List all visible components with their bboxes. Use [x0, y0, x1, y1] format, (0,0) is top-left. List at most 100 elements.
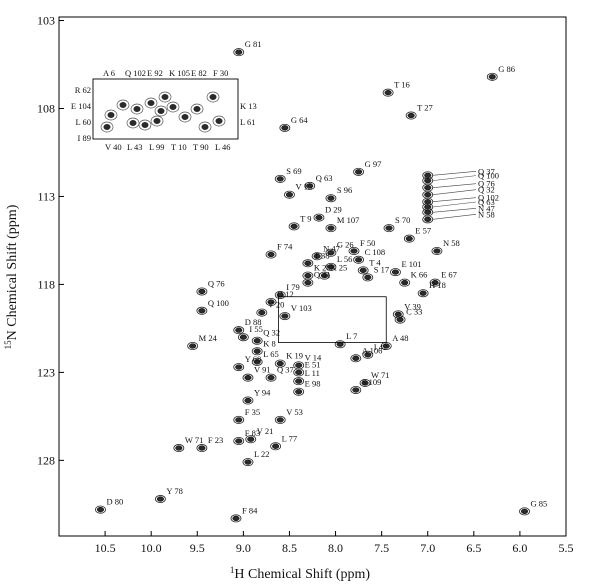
inset-label-left: R 62	[75, 85, 91, 95]
inset-peak-contour	[116, 99, 130, 111]
inset-peak	[166, 101, 180, 113]
peak-contour-inner	[304, 260, 312, 266]
peak: Q 100	[196, 298, 229, 315]
peak-label: Q 100	[478, 171, 499, 181]
peak: T 16	[382, 80, 410, 97]
peak-contour-inner	[304, 280, 312, 286]
peak-label: Q 41	[314, 270, 331, 280]
peak: D 80	[95, 497, 123, 514]
peak-contour-outer	[284, 190, 295, 199]
peak-contour-outer	[274, 359, 286, 368]
peak-label: G 86	[498, 64, 515, 74]
peak-contour-outer	[265, 250, 277, 259]
plot-area-frame	[58, 16, 567, 537]
y-tick-label: 103	[37, 14, 55, 28]
peak-contour-inner	[244, 397, 252, 404]
y-axis-title-isotope: 15	[3, 340, 13, 350]
inset-peak-core	[103, 124, 111, 130]
peaks-layer: G 81 G 86 T 16 T 27 G 64 G 97 S 69 Q 63 V 15 S 96…	[95, 39, 547, 523]
peak-label: L 7	[346, 331, 357, 341]
peak-contour-inner	[189, 343, 197, 349]
peak-label: D 12	[277, 289, 294, 299]
y-tick-label: 108	[37, 101, 55, 115]
peak-label: T 38	[314, 250, 330, 260]
peak-contour-outer	[359, 378, 371, 387]
peak-label: Q 76	[478, 179, 495, 189]
peak-contour-inner	[295, 378, 303, 384]
peak-label: Y 78	[166, 486, 182, 496]
peak-label: C 108	[365, 247, 386, 257]
peak: K 19	[274, 351, 303, 368]
peak-contour-inner	[401, 280, 409, 286]
x-tick-label: 8.5	[282, 541, 297, 555]
y-tick-label: 118	[37, 277, 55, 291]
peak: L 7	[334, 331, 357, 349]
peak-contour-inner	[258, 309, 266, 316]
peak-contour-inner	[198, 445, 206, 451]
peak-label: I 79	[286, 282, 299, 292]
peak-label: V 14	[305, 352, 322, 362]
inset-peak-core	[107, 112, 115, 118]
peak-contour-inner	[396, 316, 404, 323]
peak-contour-outer	[279, 123, 291, 132]
peak: K 66	[399, 270, 427, 287]
peak-contour-outer	[353, 255, 364, 264]
peak-contour-inner	[232, 515, 240, 522]
peak-contour-outer	[362, 273, 374, 282]
peak-label: L 11	[305, 368, 320, 378]
inset-label-right: K 13	[240, 101, 257, 111]
peak-contour-outer	[362, 350, 374, 359]
peak: K 25	[319, 263, 347, 280]
peak-contour-outer	[334, 340, 346, 349]
peak: I 79	[274, 282, 300, 299]
inset-peak	[130, 103, 144, 115]
peak: T 9	[288, 213, 311, 231]
peak-label: I 42	[374, 342, 387, 352]
inset-label-bottom: T 90	[193, 142, 209, 152]
peak-contour-outer	[429, 278, 441, 287]
peak: V 14	[293, 352, 322, 370]
peak-label: A 106	[362, 345, 383, 355]
peak-contour-outer	[274, 174, 286, 183]
peak-contour-inner	[276, 292, 284, 298]
peak-contour-inner	[244, 375, 252, 381]
peak: V 53	[274, 407, 303, 424]
peak-contour-outer	[319, 271, 330, 280]
peak: M 107	[325, 215, 359, 233]
peak: S 96	[325, 185, 352, 203]
inset-peak	[158, 91, 172, 103]
peak: Q 37	[422, 166, 495, 180]
peak-leader-line	[432, 197, 477, 203]
peak-contour-inner	[424, 216, 432, 222]
peak-contour-outer	[325, 224, 337, 233]
peak-contour-inner	[175, 445, 183, 451]
peak-label: E 51	[305, 359, 321, 369]
peak-contour-inner	[424, 199, 432, 205]
peak-contour-outer	[242, 396, 254, 405]
peak-contour-outer	[293, 387, 305, 396]
peak-contour-inner	[327, 264, 335, 270]
peak-label: K 8	[263, 338, 276, 348]
peak-contour-outer	[348, 246, 360, 255]
peak-contour-outer	[233, 415, 245, 424]
inset-peak	[178, 111, 192, 123]
peak-contour-outer	[325, 262, 337, 271]
x-tick-label: 6.0	[512, 541, 527, 555]
peak-leader-line	[432, 201, 477, 208]
x-axis-title: 1H Chemical Shift (ppm)	[230, 565, 371, 582]
peak-label: N 47	[323, 243, 340, 253]
peak-contour-outer	[245, 435, 257, 444]
peak: S 70	[383, 215, 410, 233]
inset-peak	[126, 117, 140, 129]
peak-contour-outer	[256, 308, 268, 317]
peak-contour-inner	[253, 359, 261, 365]
peak-label: W 71	[185, 435, 204, 445]
peak-contour-inner	[313, 253, 321, 259]
peak: G 81	[233, 39, 262, 57]
peak-label: Q 32	[263, 328, 280, 338]
peak-contour-inner	[276, 360, 284, 367]
x-tick-label: 9.5	[190, 541, 205, 555]
inset-peak-core	[129, 120, 137, 126]
peak-label: T 9	[300, 213, 311, 223]
peak-contour-inner	[382, 343, 390, 349]
